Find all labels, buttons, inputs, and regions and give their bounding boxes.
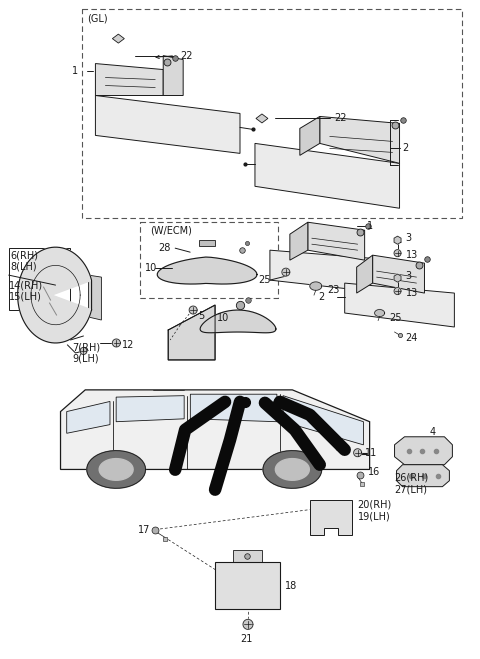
Polygon shape: [270, 250, 395, 294]
Text: 12: 12: [122, 340, 135, 350]
Polygon shape: [96, 96, 240, 154]
Text: 13: 13: [406, 288, 418, 298]
Polygon shape: [276, 459, 309, 480]
Polygon shape: [112, 34, 124, 43]
Text: 7(RH): 7(RH): [72, 343, 101, 353]
Text: (W/ECM): (W/ECM): [150, 225, 192, 235]
Text: 6(RH): 6(RH): [11, 250, 39, 260]
Text: 18: 18: [285, 581, 297, 592]
Polygon shape: [199, 240, 215, 246]
Polygon shape: [396, 465, 449, 486]
Polygon shape: [320, 117, 399, 163]
Text: 22: 22: [335, 113, 347, 123]
Polygon shape: [223, 571, 272, 600]
Text: 22: 22: [180, 51, 192, 61]
Polygon shape: [290, 222, 308, 260]
Polygon shape: [168, 305, 215, 360]
Text: 27(LH): 27(LH): [395, 484, 428, 495]
Polygon shape: [215, 561, 280, 610]
Text: 21: 21: [240, 635, 252, 645]
Polygon shape: [282, 268, 290, 276]
Text: 10: 10: [217, 313, 229, 323]
Text: 26(RH): 26(RH): [395, 473, 429, 482]
Text: 13: 13: [406, 250, 418, 260]
Polygon shape: [394, 250, 401, 256]
Text: 16: 16: [368, 467, 380, 476]
Text: 14(RH): 14(RH): [9, 280, 43, 290]
Polygon shape: [308, 222, 365, 260]
Polygon shape: [87, 451, 145, 488]
Text: 4: 4: [430, 427, 435, 437]
Polygon shape: [191, 394, 277, 422]
Text: 15(LH): 15(LH): [9, 291, 42, 301]
Polygon shape: [157, 257, 257, 284]
Polygon shape: [394, 287, 401, 295]
Polygon shape: [310, 500, 352, 534]
Polygon shape: [310, 282, 322, 290]
Text: 25: 25: [258, 275, 270, 285]
Polygon shape: [395, 437, 452, 465]
Polygon shape: [233, 550, 262, 561]
Text: 24: 24: [406, 333, 418, 343]
Polygon shape: [372, 255, 424, 293]
Polygon shape: [61, 440, 73, 462]
Text: 1: 1: [72, 65, 78, 76]
Polygon shape: [283, 395, 363, 445]
Polygon shape: [255, 144, 399, 208]
Text: 19(LH): 19(LH): [358, 511, 390, 522]
Polygon shape: [318, 507, 344, 521]
Polygon shape: [200, 310, 276, 333]
Polygon shape: [88, 275, 101, 320]
Polygon shape: [243, 619, 253, 629]
Polygon shape: [99, 459, 133, 480]
Text: 8(LH): 8(LH): [11, 261, 37, 271]
Text: 3: 3: [406, 233, 412, 243]
Text: 10: 10: [145, 263, 157, 273]
Polygon shape: [256, 114, 268, 123]
Text: 28: 28: [158, 243, 170, 253]
Text: 25: 25: [390, 313, 402, 323]
Polygon shape: [96, 63, 163, 96]
Text: 3: 3: [406, 271, 412, 281]
Polygon shape: [374, 310, 384, 316]
Polygon shape: [263, 451, 322, 488]
Text: 20(RH): 20(RH): [358, 500, 392, 509]
Text: 1: 1: [367, 221, 373, 231]
Polygon shape: [189, 306, 197, 314]
Polygon shape: [163, 55, 183, 96]
Polygon shape: [394, 236, 401, 244]
Text: 5: 5: [198, 311, 204, 321]
Polygon shape: [354, 449, 361, 457]
Text: 11: 11: [365, 447, 377, 458]
Polygon shape: [300, 117, 320, 156]
Polygon shape: [357, 255, 372, 293]
Text: 17: 17: [138, 525, 151, 534]
Polygon shape: [80, 347, 87, 355]
Polygon shape: [18, 247, 92, 343]
Polygon shape: [67, 401, 110, 433]
Text: 2: 2: [403, 144, 409, 154]
Text: 2: 2: [319, 292, 325, 302]
Text: 23: 23: [328, 285, 340, 295]
Polygon shape: [394, 274, 401, 282]
Polygon shape: [112, 339, 120, 347]
Text: 9(LH): 9(LH): [72, 354, 99, 364]
Polygon shape: [60, 390, 370, 469]
Polygon shape: [345, 283, 455, 327]
Polygon shape: [116, 395, 184, 422]
Text: (GL): (GL): [87, 14, 108, 24]
